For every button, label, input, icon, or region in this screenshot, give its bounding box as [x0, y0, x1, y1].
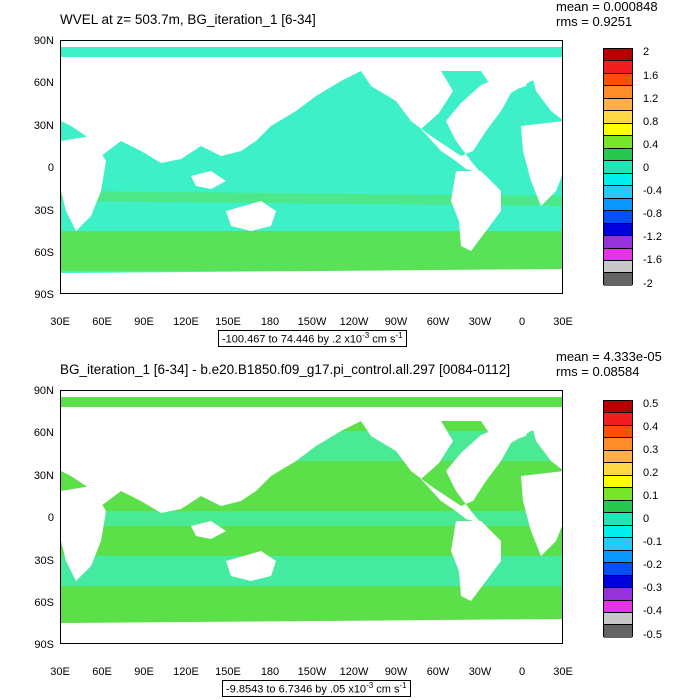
lat-label: 60S	[34, 247, 54, 259]
range-unit-exponent: -1	[395, 331, 403, 340]
colorbar	[603, 400, 633, 638]
colorbar-label: -0.4	[643, 185, 662, 197]
panel-top: WVEL at z= 503.7m, BG_iteration_1 [6-34]…	[33, 0, 662, 347]
lon-label: 30W	[468, 316, 492, 328]
range-unit: cm s	[373, 683, 400, 696]
colorbar-label: -0.2	[643, 559, 662, 571]
range-text: -9.8543 to 6.7346 by .05 x10	[226, 683, 367, 696]
map-field	[61, 41, 562, 293]
colorbar-label: -0.3	[643, 582, 662, 594]
colorbar-label: 2	[643, 46, 650, 58]
lon-label: 0	[518, 666, 526, 678]
lat-label: 0	[47, 512, 54, 524]
mean-stat: mean = 4.333e-05	[556, 349, 662, 364]
lon-label: 180	[260, 666, 280, 678]
colorbar-label: 0	[643, 513, 650, 525]
lat-label: 30N	[33, 120, 54, 132]
range-unit-exponent: -1	[399, 681, 407, 690]
range-text: -100.467 to 74.446 by .2 x10	[222, 333, 363, 346]
range-unit: cm s	[369, 333, 396, 346]
colorbar-label: 0.8	[643, 116, 659, 128]
lon-label: 30E	[553, 316, 573, 328]
contour-range-label: -100.467 to 74.446 by .2 x10-3 cm s-1	[218, 330, 407, 347]
lat-label: 60S	[34, 597, 54, 609]
lon-label: 90E	[134, 666, 154, 678]
colorbar-label: 0.4	[643, 421, 659, 433]
lon-label: 60W	[426, 666, 450, 678]
map-field	[61, 391, 562, 643]
colorbar-label: 0.1	[643, 490, 659, 502]
lon-label: 90W	[384, 666, 408, 678]
lon-label: 60E	[92, 316, 112, 328]
colorbar-label: -1.2	[643, 231, 662, 243]
range-exponent: -3	[366, 681, 374, 690]
colorbar-label: -0.4	[643, 605, 662, 617]
colorbar-label: -2	[643, 278, 653, 290]
colorbar-label: 0	[643, 162, 650, 174]
lon-label: 30W	[468, 666, 492, 678]
colorbar-label: 1.2	[643, 93, 659, 105]
colorbar-label: 1.6	[643, 70, 659, 82]
colorbar-label: -1.6	[643, 254, 662, 266]
lon-label: 30E	[50, 316, 70, 328]
lon-label: 150E	[215, 316, 241, 328]
colorbar-label: -0.8	[643, 208, 662, 220]
map-plot	[60, 40, 563, 294]
panel-title: BG_iteration_1 [6-34] - b.e20.B1850.f09_…	[60, 362, 511, 377]
panel-title: WVEL at z= 503.7m, BG_iteration_1 [6-34]	[60, 12, 316, 27]
colorbar-label: -0.1	[643, 536, 662, 548]
rms-stat: rms = 0.9251	[556, 14, 633, 29]
map-plot	[60, 390, 563, 644]
lon-label: 120E	[173, 316, 199, 328]
lon-label: 30E	[553, 666, 573, 678]
lat-label: 90N	[33, 385, 54, 397]
lon-label: 30E	[50, 666, 70, 678]
lat-label: 90N	[33, 35, 54, 47]
lat-label: 90S	[34, 639, 54, 651]
lon-label: 120W	[339, 666, 369, 678]
lon-label: 120E	[173, 666, 199, 678]
lon-label: 60E	[92, 666, 112, 678]
lon-label: 120W	[339, 316, 369, 328]
lon-label: 60W	[426, 316, 450, 328]
lat-label: 0	[47, 162, 54, 174]
colorbar-label: 0.4	[643, 139, 659, 151]
colorbar	[603, 48, 633, 286]
lon-label: 0	[518, 316, 526, 328]
lat-label: 30S	[34, 205, 54, 217]
colorbar-label: -0.5	[643, 629, 662, 641]
lon-label: 90E	[134, 316, 154, 328]
colorbar-label: 0.5	[643, 398, 659, 410]
contour-range-label: -9.8543 to 6.7346 by .05 x10-3 cm s-1	[222, 680, 411, 697]
lon-label: 150W	[297, 316, 327, 328]
lon-label: 180	[260, 316, 280, 328]
mean-stat: mean = 0.000848	[556, 0, 658, 14]
rms-stat: rms = 0.08584	[556, 364, 640, 379]
lon-label: 90W	[384, 316, 408, 328]
colorbar-label: 0.3	[643, 444, 659, 456]
range-exponent: -3	[362, 331, 370, 340]
lat-label: 30N	[33, 470, 54, 482]
lon-label: 150E	[215, 666, 241, 678]
lat-label: 60N	[33, 427, 54, 439]
lon-label: 150W	[297, 666, 327, 678]
lat-label: 30S	[34, 555, 54, 567]
lat-label: 60N	[33, 77, 54, 89]
lat-label: 90S	[34, 289, 54, 301]
panel-bottom: BG_iteration_1 [6-34] - b.e20.B1850.f09_…	[0, 350, 700, 700]
colorbar-label: 0.2	[643, 467, 659, 479]
